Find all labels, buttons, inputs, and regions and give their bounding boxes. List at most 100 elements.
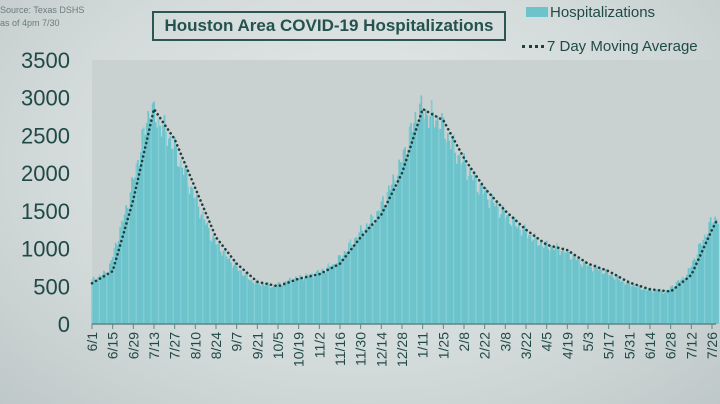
hospitalization-bar <box>441 113 443 325</box>
hospitalization-bar <box>674 286 677 324</box>
hospitalization-bar <box>103 270 105 324</box>
hospitalization-bar <box>373 224 375 324</box>
hospitalization-bar <box>618 279 620 324</box>
x-tick-label: 6/1 <box>84 332 100 352</box>
hospitalization-bar <box>244 272 247 324</box>
hospitalization-bar <box>278 282 281 324</box>
x-tick-label: 3/8 <box>497 332 513 352</box>
hospitalization-bar <box>593 268 595 324</box>
hospitalization-bar <box>426 114 429 324</box>
hospitalization-bar <box>126 207 129 324</box>
hospitalization-bar <box>256 279 259 324</box>
hospitalization-bar <box>113 248 116 324</box>
hospitalization-bar <box>190 186 192 324</box>
hospitalization-bar <box>447 133 449 324</box>
hospitalization-bar <box>160 136 163 324</box>
hospitalization-bar <box>91 279 93 324</box>
hospitalization-bar <box>504 217 507 324</box>
hospitalization-bar <box>460 164 463 324</box>
hospitalization-bar <box>250 279 253 324</box>
hospitalization-bar <box>581 267 584 324</box>
hospitalization-bar <box>184 167 186 324</box>
hospitalization-bar <box>528 234 530 324</box>
hospitalization-bar <box>182 174 185 324</box>
hospitalization-bar <box>234 261 237 324</box>
legend-label: Hospitalizations <box>550 3 656 21</box>
hospitalization-bar <box>427 127 430 324</box>
hospitalization-bar <box>532 239 535 324</box>
hospitalization-bar <box>336 263 339 324</box>
hospitalization-bar <box>389 189 392 324</box>
hospitalization-bar <box>636 287 638 324</box>
hospitalization-bar <box>392 174 395 324</box>
hospitalization-bar <box>123 214 126 324</box>
hospitalization-bar <box>306 274 309 324</box>
hospitalization-bar <box>510 225 513 324</box>
hospitalization-bar <box>610 274 613 324</box>
hospitalization-bar <box>150 121 153 325</box>
hospitalization-bar <box>95 281 98 324</box>
hospitalization-bar <box>255 280 257 324</box>
hospitalization-bar <box>212 235 215 324</box>
hospitalization-bar <box>662 293 665 324</box>
hospitalization-bar <box>227 259 229 324</box>
hospitalization-bar <box>638 285 641 324</box>
hospitalization-bar <box>280 285 282 324</box>
x-tick-label: 6/15 <box>105 332 121 359</box>
hospitalization-bar <box>377 210 380 324</box>
x-tick-label: 12/14 <box>373 332 389 367</box>
hospitalization-bar <box>314 277 316 324</box>
hospitalization-bar <box>219 251 222 324</box>
hospitalization-bar <box>318 272 321 324</box>
hospitalization-bar <box>525 232 527 324</box>
hospitalization-bar <box>101 274 104 324</box>
hospitalization-bar <box>641 290 644 324</box>
hospitalization-bar <box>705 236 708 324</box>
hospitalization-bar <box>191 188 194 324</box>
hospitalization-bar <box>424 109 427 325</box>
hospitalization-bar <box>517 224 520 324</box>
hospitalization-bar <box>289 277 291 324</box>
hospitalization-bar <box>286 282 288 324</box>
hospitalization-bar <box>622 281 625 324</box>
hospitalization-bar <box>602 273 604 324</box>
hospitalization-bar <box>141 128 144 324</box>
hospitalization-bar <box>557 249 560 324</box>
hospitalization-bar <box>714 216 716 324</box>
hospitalization-bar <box>481 185 483 324</box>
hospitalization-bar <box>357 239 359 324</box>
hospitalization-bar <box>346 251 349 324</box>
hospitalization-bar <box>281 285 284 324</box>
hospitalization-bar <box>215 244 217 324</box>
hospitalization-bar <box>678 281 681 324</box>
hospitalization-bar <box>615 276 618 324</box>
hospitalization-bar <box>687 268 690 324</box>
hospitalization-bar <box>643 288 646 324</box>
hospitalization-bar <box>569 259 572 324</box>
hospitalization-bar <box>157 118 160 325</box>
hospitalization-bar <box>644 289 647 324</box>
hospitalization-bar <box>669 286 672 324</box>
hospitalization-bar <box>566 249 569 324</box>
x-tick-label: 4/5 <box>539 332 555 352</box>
hospitalization-bar <box>501 205 504 324</box>
hospitalization-bar <box>529 235 532 324</box>
legend: Hospitalizations 7 Day Moving Average <box>522 2 698 56</box>
hospitalization-bar <box>423 118 426 324</box>
hospitalization-bar <box>142 127 145 324</box>
hospitalization-bar <box>579 264 582 324</box>
x-tick-label: 6/14 <box>642 332 658 359</box>
hospitalization-bar <box>572 254 575 324</box>
hospitalization-bar <box>148 117 151 324</box>
hospitalization-bar <box>269 288 272 324</box>
hospitalization-bar <box>538 245 541 324</box>
hospitalization-bar <box>168 138 170 324</box>
hospitalization-bar <box>634 286 637 324</box>
hospitalization-bar <box>599 268 601 324</box>
hospitalization-bar <box>420 95 423 324</box>
hospitalization-bar <box>176 166 179 324</box>
hospitalization-bar <box>365 223 368 324</box>
hospitalization-bar <box>194 197 197 324</box>
x-tick-label: 11/2 <box>311 332 327 358</box>
hospitalization-bar <box>368 223 371 324</box>
